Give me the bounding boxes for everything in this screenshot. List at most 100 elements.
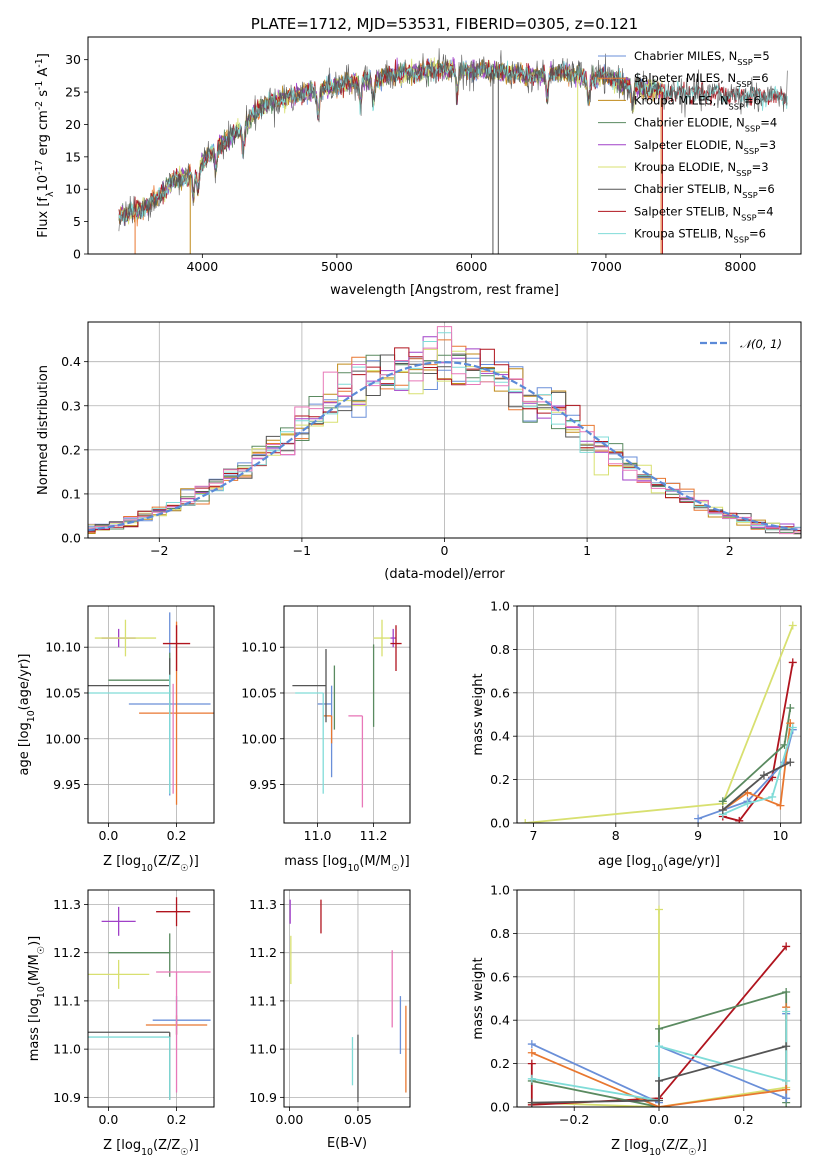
- series-marker: [743, 799, 752, 808]
- legend-label: Kroupa ELODIE, NSSP=3: [634, 160, 769, 178]
- panel-spectrum: 4000 5000 6000 7000 8000 0 5 10 15 20 25 30: [65, 36, 802, 274]
- x-tick-label: 8: [612, 828, 620, 843]
- series-marker: [655, 1024, 663, 1033]
- x-tick-label: 6000: [455, 259, 487, 274]
- x-tick-label: 5000: [321, 259, 353, 274]
- y-tick-label: 11.3: [249, 897, 277, 912]
- y-tick-label: 0.6: [490, 685, 510, 700]
- y-tick-label: 0.0: [490, 1100, 510, 1115]
- histogram-chabrier_stelib: [88, 353, 801, 535]
- axes-frame: [87, 889, 215, 1108]
- y-tick-label: 30: [65, 52, 81, 67]
- y-tick-label: 0.2: [490, 1056, 510, 1071]
- y-tick-label: 11.0: [249, 1042, 277, 1057]
- series-marker: [768, 792, 777, 801]
- series-marker: [786, 703, 795, 712]
- histogram-salpeter_miles: [88, 339, 801, 535]
- spectrum-chabrier_stelib: [118, 48, 788, 232]
- x-tick-label: 11.2: [360, 828, 388, 843]
- x-axis-label: wavelength [Angstrom, rest frame]: [330, 283, 559, 298]
- histogram-salpeter_stelib: [88, 347, 801, 533]
- y-axis-label: mass weight: [471, 957, 486, 1039]
- legend: Chabrier MILES, NSSP=5 Salpeter MILES, NS…: [598, 49, 777, 245]
- series-marker: [718, 797, 727, 806]
- y-tick-label: 1.0: [490, 599, 510, 614]
- series-marker: [782, 1007, 791, 1016]
- x-tick-label: 0.05: [344, 1112, 372, 1127]
- y-tick-label: 0.1: [61, 486, 81, 501]
- y-tick-label: 15: [65, 149, 81, 164]
- plot-area: [88, 612, 214, 805]
- y-tick-label: 0.8: [490, 926, 510, 941]
- legend-label: Chabrier ELODIE, NSSP=4: [634, 116, 777, 134]
- y-tick-label: 0.2: [61, 442, 81, 457]
- x-tick-label: 0.2: [167, 828, 187, 843]
- histogram-chabrier_elodie: [88, 354, 801, 535]
- y-tick-label: 0.8: [490, 642, 510, 657]
- series-marker: [527, 1098, 536, 1107]
- plot-area: [118, 48, 788, 254]
- y-tick-label: 20: [65, 117, 81, 132]
- plot-area: [527, 905, 791, 1107]
- histogram-pink: [88, 326, 801, 535]
- y-tick-label: 10.05: [241, 685, 277, 700]
- y-tick-label: 11.2: [53, 945, 81, 960]
- x-axis-label: Z [log10(Z/Z☉)]: [611, 1138, 707, 1158]
- series-marker: [527, 1040, 536, 1049]
- y-tick-label: 0.4: [490, 1013, 510, 1028]
- series-marker: [782, 987, 791, 996]
- y-tick-label: 0.4: [61, 354, 81, 369]
- x-tick-label: 7: [529, 828, 537, 843]
- y-tick-label: 0: [73, 247, 81, 262]
- series-marker: [655, 1096, 663, 1105]
- x-axis-label: age [log10(age/yr)]: [598, 854, 720, 874]
- normal-curve: [88, 360, 801, 532]
- series-marker: [782, 1042, 791, 1051]
- panel-age_vs_z: 0.0 0.2 9.95 10.00 10.05 10.10: [45, 605, 215, 843]
- y-axis-label: Normed distribution: [36, 365, 51, 495]
- y-tick-label: 0.2: [490, 772, 510, 787]
- x-tick-label: 7000: [590, 259, 622, 274]
- x-axis-label: E(B-V): [327, 1136, 367, 1151]
- series-marker: [782, 942, 791, 951]
- series-marker: [788, 621, 797, 630]
- series-marker: [788, 658, 797, 667]
- legend-label: Salpeter MILES, NSSP=6: [634, 71, 769, 89]
- legend-label: Salpeter STELIB, NSSP=4: [634, 204, 774, 222]
- series-line: [531, 1045, 787, 1104]
- x-tick-label: 8000: [725, 259, 757, 274]
- x-axis-label: mass [log10(M/M☉)]: [284, 854, 410, 874]
- x-tick-label: −2: [150, 543, 168, 558]
- y-tick-label: 0.0: [490, 816, 510, 831]
- plot-area: [521, 621, 797, 823]
- y-axis-label: mass weight: [471, 673, 486, 755]
- series-marker: [786, 758, 795, 767]
- x-tick-label: 0: [441, 543, 449, 558]
- y-tick-label: 11.0: [53, 1042, 81, 1057]
- series-marker: [782, 1076, 791, 1085]
- legend-label: Kroupa STELIB, NSSP=6: [634, 227, 766, 245]
- y-tick-label: 0.4: [490, 729, 510, 744]
- y-axis-label: mass [log10(M/M☉)]: [27, 936, 47, 1062]
- axes-frame: [516, 605, 802, 824]
- x-axis-label: (data-model)/error: [384, 567, 505, 582]
- x-tick-label: 0.2: [734, 1112, 754, 1127]
- series-line: [722, 662, 794, 822]
- series-line: [525, 625, 794, 823]
- series-marker: [735, 816, 744, 823]
- plot-area: [292, 619, 402, 808]
- y-tick-label: 9.95: [249, 777, 277, 792]
- axes-frame: [283, 889, 411, 1108]
- series-marker: [759, 771, 768, 780]
- plot-area: [88, 897, 211, 1100]
- x-tick-label: 10: [772, 828, 788, 843]
- axes-frame: [283, 605, 411, 824]
- series-marker: [718, 805, 727, 814]
- y-tick-label: 10.9: [53, 1090, 81, 1105]
- x-axis-label: Z [log10(Z/Z☉)]: [103, 1138, 199, 1158]
- x-tick-label: 0.0: [98, 1112, 118, 1127]
- y-tick-label: 10.05: [45, 685, 81, 700]
- legend-label: 𝒩(0, 1): [740, 337, 782, 351]
- x-tick-label: 9: [694, 828, 702, 843]
- series-marker: [786, 719, 795, 728]
